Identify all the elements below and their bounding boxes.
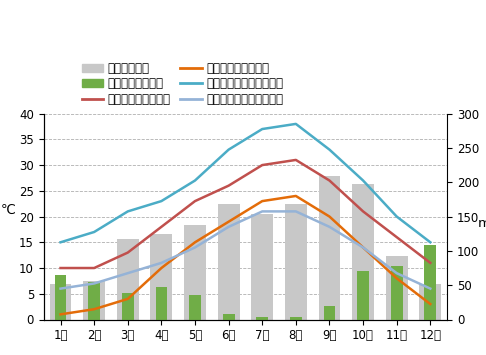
Bar xyxy=(83,281,105,320)
東京の平均最低気温 xyxy=(427,302,433,306)
東京の平均最高気温 xyxy=(360,209,366,213)
東京の平均最高気温 xyxy=(58,266,64,270)
東京の平均最低気温 xyxy=(91,307,97,311)
東京の平均最高気温 xyxy=(158,225,164,229)
Line: 東京の平均最低気温: 東京の平均最低気温 xyxy=(61,196,430,315)
Bar xyxy=(88,283,100,320)
Bar xyxy=(324,306,335,320)
Legend: 東京の降水量, セビリアの降水量, 東京の平均最高気温, 東京の平均最低気温, セビリアの平均最高気温, セビリアの平均最低気温: 東京の降水量, セビリアの降水量, 東京の平均最高気温, 東京の平均最低気温, … xyxy=(82,62,283,106)
東京の平均最高気温 xyxy=(192,199,198,203)
セビリアの平均最低気温 xyxy=(293,209,299,213)
セビリアの平均最低気温 xyxy=(260,209,265,213)
東京の平均最低気温 xyxy=(58,312,64,317)
Bar xyxy=(117,239,139,320)
セビリアの平均最低気温 xyxy=(91,281,97,285)
Y-axis label: ℃: ℃ xyxy=(0,203,16,217)
Line: セビリアの平均最低気温: セビリアの平均最低気温 xyxy=(61,211,430,289)
セビリアの平均最高気温 xyxy=(327,147,332,152)
セビリアの平均最高気温 xyxy=(427,240,433,244)
セビリアの平均最低気温 xyxy=(125,271,131,275)
セビリアの平均最低気温 xyxy=(226,225,231,229)
セビリアの平均最高気温 xyxy=(58,240,64,244)
東京の平均最低気温 xyxy=(260,199,265,203)
Bar xyxy=(151,234,173,320)
セビリアの平均最低気温 xyxy=(158,261,164,265)
Bar xyxy=(386,256,408,320)
東京の平均最低気温 xyxy=(394,276,399,280)
Bar xyxy=(285,204,307,320)
Line: セビリアの平均最高気温: セビリアの平均最高気温 xyxy=(61,124,430,242)
東京の平均最高気温 xyxy=(260,163,265,167)
東京の平均最高気温 xyxy=(226,184,231,188)
Bar xyxy=(184,225,206,320)
東京の平均最低気温 xyxy=(192,240,198,244)
東京の平均最高気温 xyxy=(427,261,433,265)
Bar xyxy=(256,317,268,320)
Bar xyxy=(54,275,67,320)
東京の平均最高気温 xyxy=(327,178,332,182)
東京の平均最低気温 xyxy=(360,245,366,250)
セビリアの平均最高気温 xyxy=(91,230,97,234)
Bar xyxy=(156,287,167,320)
Bar xyxy=(318,176,340,320)
セビリアの平均最高気温 xyxy=(125,209,131,213)
Bar xyxy=(189,295,201,320)
Bar xyxy=(424,245,436,320)
東京の平均最低気温 xyxy=(226,219,231,224)
セビリアの平均最高気温 xyxy=(226,147,231,152)
Y-axis label: mm: mm xyxy=(477,217,486,230)
セビリアの平均最高気温 xyxy=(360,178,366,182)
Bar xyxy=(122,294,134,320)
セビリアの平均最低気温 xyxy=(360,245,366,250)
東京の平均最高気温 xyxy=(125,250,131,255)
セビリアの平均最低気温 xyxy=(327,225,332,229)
東京の平均最低気温 xyxy=(327,214,332,219)
東京の平均最低気温 xyxy=(293,194,299,198)
東京の平均最低気温 xyxy=(125,297,131,301)
セビリアの平均最低気温 xyxy=(58,286,64,291)
セビリアの平均最低気温 xyxy=(427,286,433,291)
セビリアの平均最高気温 xyxy=(158,199,164,203)
セビリアの平均最高気温 xyxy=(192,178,198,182)
東京の平均最高気温 xyxy=(394,235,399,239)
Bar xyxy=(223,314,235,320)
東京の平均最高気温 xyxy=(293,158,299,162)
Bar xyxy=(50,284,71,320)
東京の平均最高気温 xyxy=(91,266,97,270)
Bar xyxy=(357,272,369,320)
Bar xyxy=(218,204,240,320)
Bar xyxy=(251,214,273,320)
セビリアの平均最高気温 xyxy=(394,214,399,219)
セビリアの平均最高気温 xyxy=(260,127,265,131)
セビリアの平均最低気温 xyxy=(394,271,399,275)
Line: 東京の平均最高気温: 東京の平均最高気温 xyxy=(61,160,430,268)
Bar xyxy=(419,284,441,320)
Bar xyxy=(391,266,402,320)
Bar xyxy=(290,317,302,320)
東京の平均最低気温 xyxy=(158,266,164,270)
セビリアの平均最高気温 xyxy=(293,122,299,126)
Bar xyxy=(352,184,374,320)
セビリアの平均最低気温 xyxy=(192,245,198,250)
